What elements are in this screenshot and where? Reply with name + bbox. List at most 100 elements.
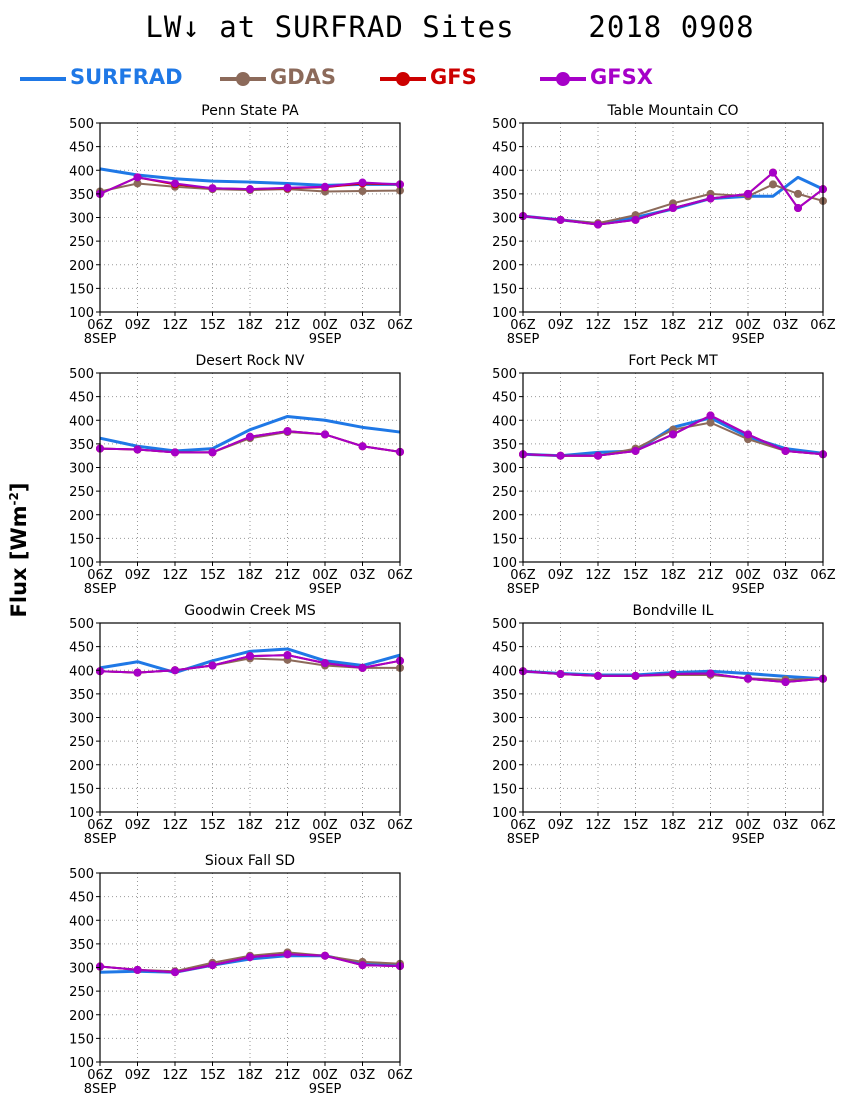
chart-title: Goodwin Creek MS (184, 603, 316, 619)
y-tick-label: 200 (69, 1009, 94, 1024)
y-tick-label: 400 (69, 414, 94, 429)
x-tick-label: 06Z (387, 568, 413, 583)
x-date-label: 9SEP (732, 332, 765, 347)
x-tick-label: 15Z (200, 818, 226, 833)
data-point-gfsx (133, 173, 142, 182)
y-tick-label: 100 (492, 306, 517, 321)
data-point-gfsx (669, 670, 677, 679)
data-point-gfsx (358, 961, 367, 970)
y-tick-label: 350 (492, 188, 517, 203)
x-tick-label: 09Z (548, 318, 574, 333)
data-point-gfsx (358, 178, 367, 187)
chart-title: Table Mountain CO (606, 103, 738, 119)
x-tick-label: 21Z (698, 818, 724, 833)
x-tick-label: 00Z (312, 1068, 338, 1083)
data-point-gfsx (133, 445, 142, 454)
x-date-label: 8SEP (84, 1082, 117, 1097)
y-tick-label: 100 (492, 806, 517, 821)
x-date-label: 8SEP (84, 332, 117, 347)
x-tick-label: 21Z (275, 568, 301, 583)
x-tick-label: 06Z (87, 568, 113, 583)
x-tick-label: 00Z (735, 568, 761, 583)
data-point-gfsx (246, 652, 254, 661)
x-date-label: 8SEP (84, 582, 117, 597)
data-point-gfsx (706, 411, 715, 420)
x-tick-label: 12Z (162, 318, 188, 333)
legend-label-gdas: GDAS (270, 65, 337, 89)
y-tick-label: 500 (69, 117, 94, 132)
x-tick-label: 21Z (275, 1068, 301, 1083)
legend: SURFRAD GDAS GFS GFSX (18, 64, 718, 96)
x-tick-label: 06Z (510, 318, 536, 333)
x-tick-label: 03Z (773, 318, 799, 333)
x-tick-label: 09Z (125, 1068, 151, 1083)
x-tick-label: 09Z (548, 818, 574, 833)
x-tick-label: 06Z (387, 818, 413, 833)
y-tick-label: 150 (492, 282, 517, 297)
x-tick-label: 09Z (548, 568, 574, 583)
data-point-gfsx (208, 184, 217, 193)
x-tick-label: 06Z (810, 568, 836, 583)
chart-panel-3: Fort Peck MT 100 150 200 250 300 350 400 450 500 0… (492, 353, 836, 597)
x-date-label: 8SEP (507, 332, 540, 347)
y-tick-label: 200 (69, 259, 94, 274)
x-tick-label: 09Z (125, 318, 151, 333)
x-tick-label: 18Z (660, 818, 686, 833)
chart-panel-1: Table Mountain CO 100 150 200 250 300 350 400 45… (492, 103, 836, 347)
legend-swatch-gdas (220, 72, 266, 86)
data-point-gdas (706, 418, 715, 427)
legend-swatch-gfsx (540, 72, 586, 86)
y-tick-label: 250 (492, 735, 517, 750)
x-tick-label: 06Z (810, 818, 836, 833)
data-point-gfsx (358, 442, 367, 451)
x-date-label: 9SEP (309, 832, 342, 847)
data-point-gfsx (133, 965, 142, 974)
y-tick-label: 450 (492, 391, 517, 406)
y-tick-label: 150 (69, 1032, 94, 1047)
data-point-gfsx (321, 430, 329, 439)
y-tick-label: 200 (69, 759, 94, 774)
chart-title: Bondville IL (633, 603, 714, 619)
y-tick-label: 100 (69, 306, 94, 321)
series-line-surfrad (99, 647, 401, 675)
data-point-gfsx (556, 451, 565, 460)
chart-panel-4: Goodwin Creek MS 100 150 200 250 300 350 400 450… (69, 603, 413, 847)
y-tick-label: 250 (69, 485, 94, 500)
x-date-label: 9SEP (732, 832, 765, 847)
data-point-gfsx (321, 659, 329, 668)
data-point-gfsx (171, 179, 179, 188)
data-point-gfsx (246, 432, 254, 441)
data-point-gdas (769, 180, 777, 189)
data-point-gfsx (133, 668, 142, 677)
data-point-gfsx (669, 204, 677, 213)
legend-label-surfrad: SURFRAD (70, 65, 183, 89)
y-tick-label: 300 (69, 962, 94, 977)
y-tick-label: 150 (69, 532, 94, 547)
x-tick-label: 18Z (660, 318, 686, 333)
x-tick-label: 03Z (350, 318, 376, 333)
data-point-gfsx (321, 951, 329, 960)
y-tick-label: 250 (69, 985, 94, 1000)
y-tick-label: 500 (492, 367, 517, 382)
data-point-gfsx (631, 446, 640, 455)
x-tick-label: 00Z (312, 818, 338, 833)
series-line-surfrad (99, 414, 401, 453)
y-tick-label: 500 (69, 367, 94, 382)
x-tick-label: 12Z (162, 818, 188, 833)
x-date-label: 9SEP (309, 332, 342, 347)
y-tick-label: 450 (492, 141, 517, 156)
data-point-gfsx (781, 678, 790, 687)
data-point-gfsx (283, 183, 292, 192)
data-point-gfsx (171, 968, 179, 977)
data-point-gfsx (794, 204, 802, 213)
y-tick-label: 400 (69, 164, 94, 179)
y-tick-label: 350 (492, 438, 517, 453)
page-title: LW↓ at SURFRAD Sites 2018 0908 (145, 10, 755, 44)
x-tick-label: 06Z (87, 818, 113, 833)
data-point-gfsx (594, 451, 602, 460)
y-tick-label: 400 (69, 914, 94, 929)
y-tick-label: 300 (492, 212, 517, 227)
y-tick-label: 100 (69, 556, 94, 571)
x-tick-label: 15Z (200, 1068, 226, 1083)
x-tick-label: 18Z (237, 818, 263, 833)
